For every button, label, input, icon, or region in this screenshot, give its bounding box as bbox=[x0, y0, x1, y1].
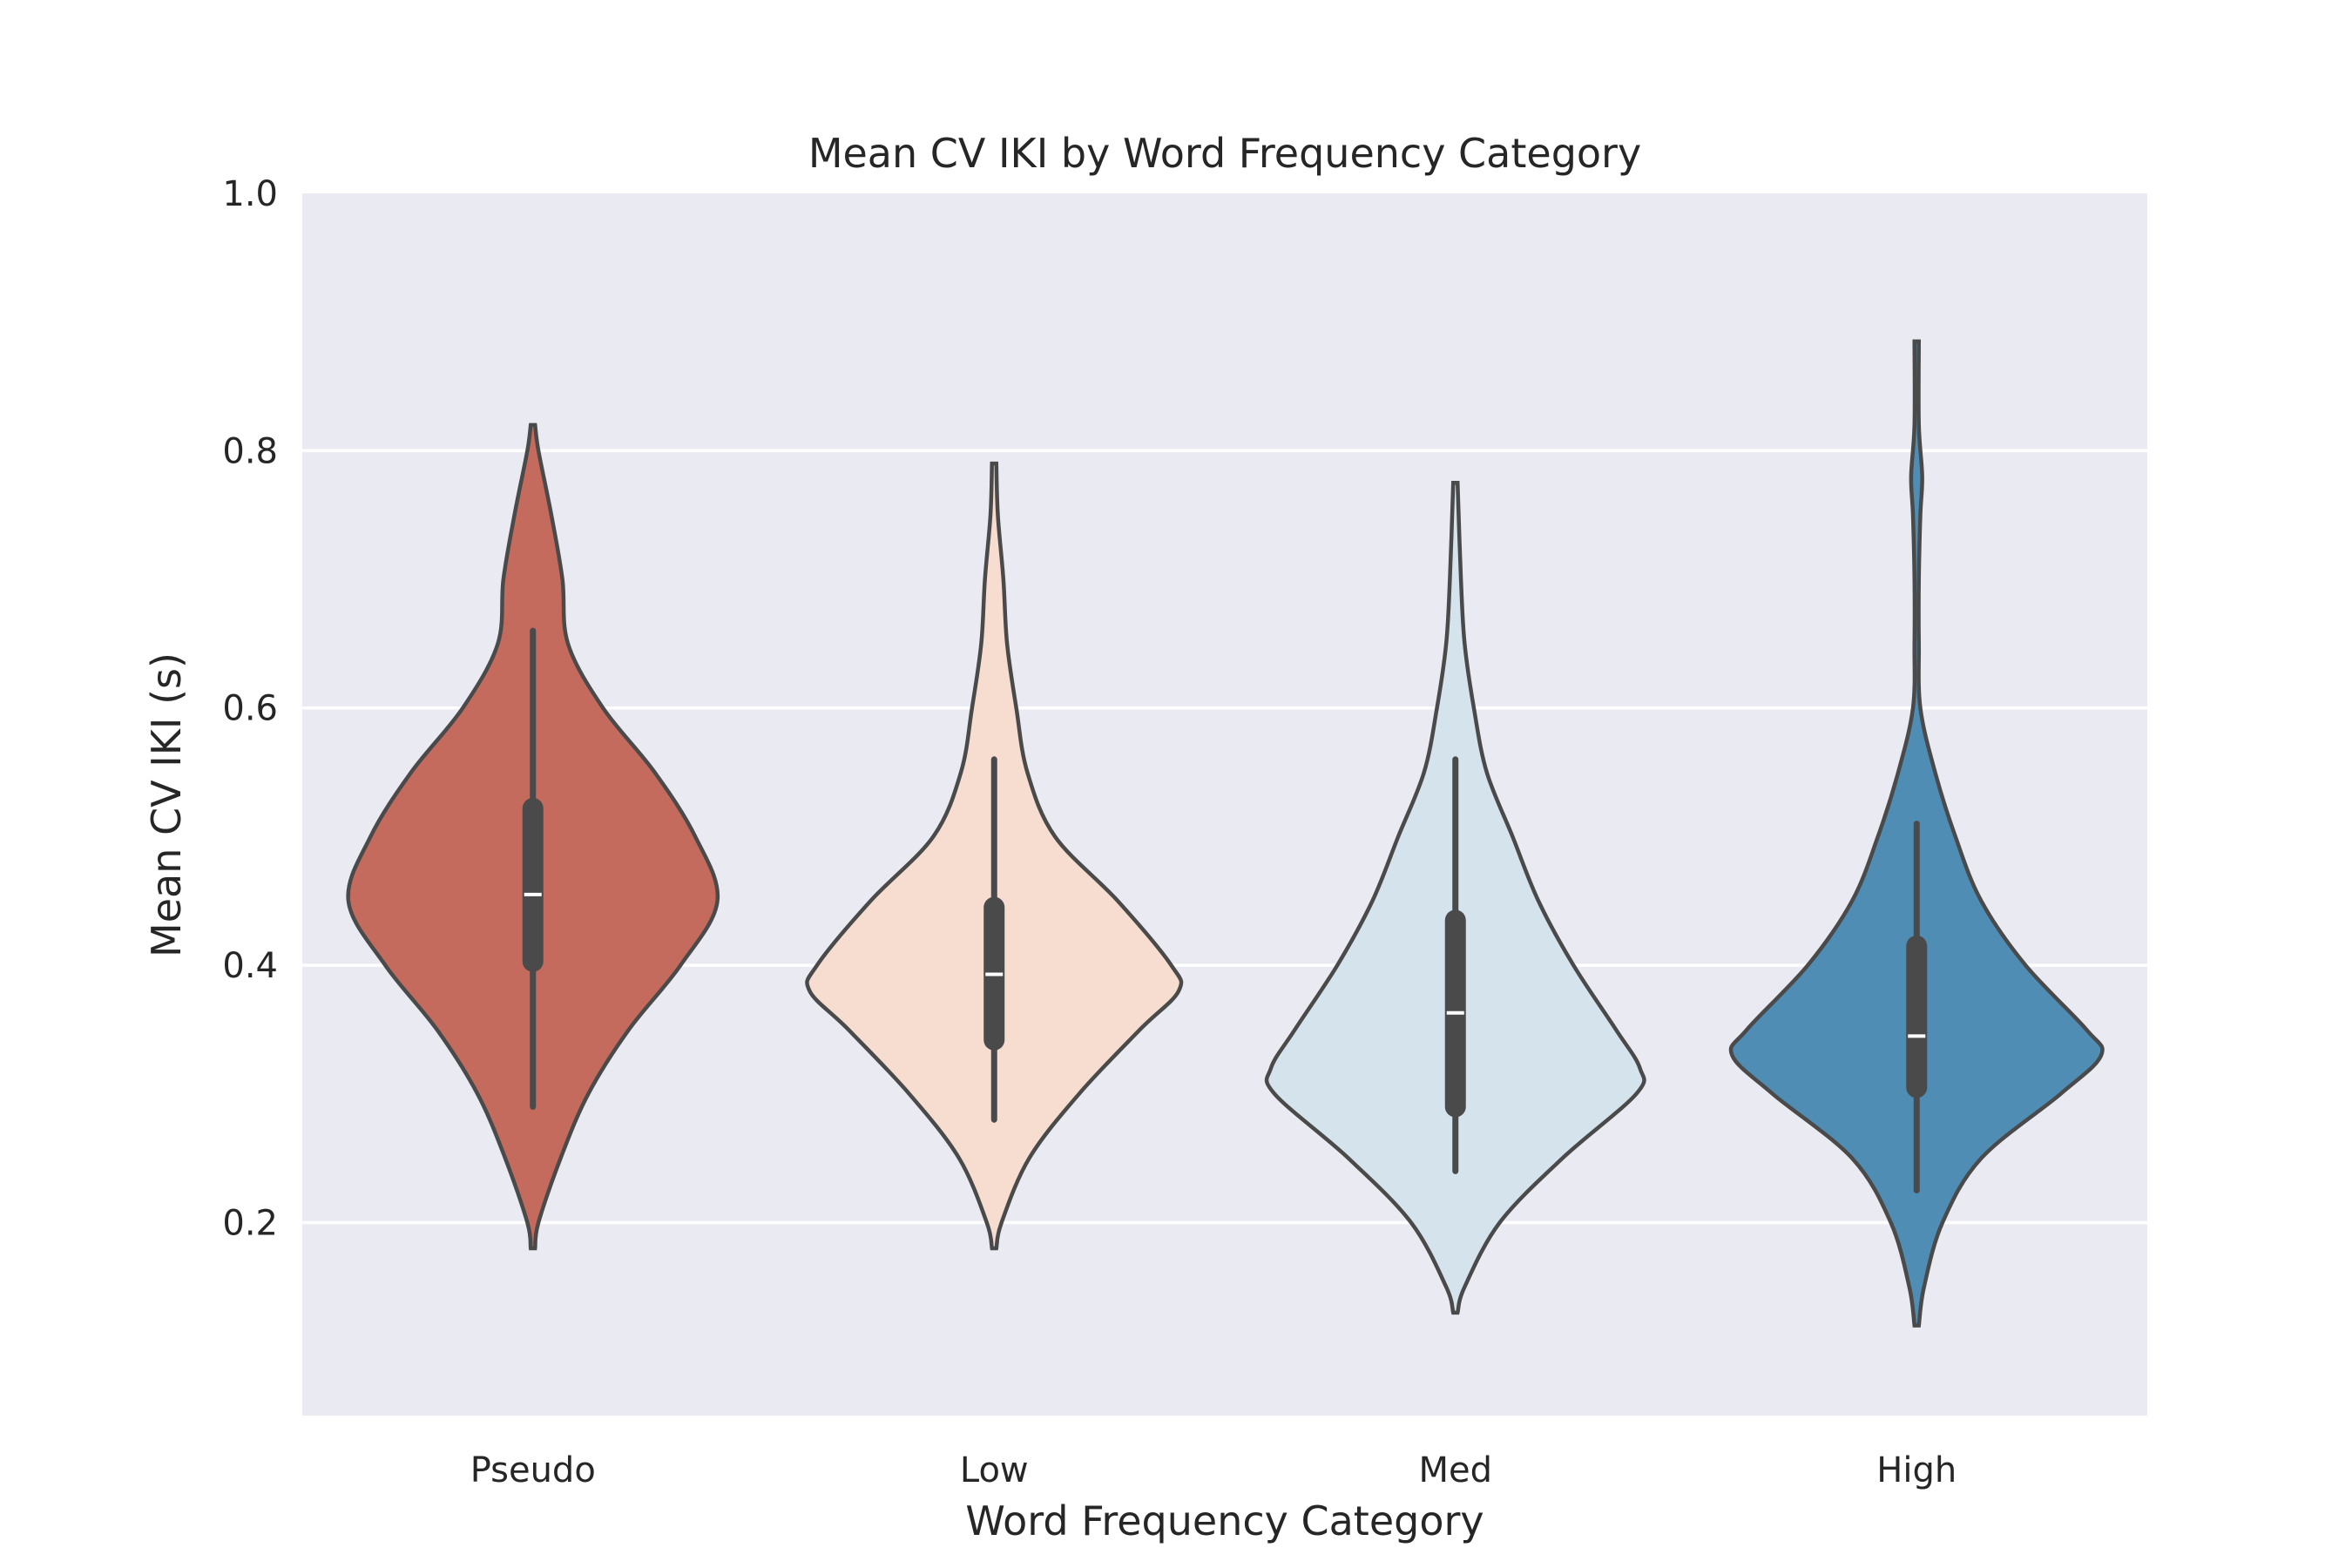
violin-pseudo bbox=[346, 422, 720, 1251]
violin-high bbox=[1728, 339, 2105, 1328]
x-tick-label: Pseudo bbox=[470, 1450, 596, 1490]
violin-layer bbox=[346, 339, 2105, 1328]
x-axis-label: Word Frequency Category bbox=[965, 1497, 1484, 1544]
y-tick-label: 0.2 bbox=[222, 1203, 278, 1243]
y-tick-label: 0.8 bbox=[222, 431, 278, 471]
tick-layer: 0.2 0.4 0.6 0.8 1.0 Pseudo Low Med High bbox=[222, 174, 1957, 1490]
x-tick-label: Low bbox=[960, 1450, 1029, 1490]
violin-low bbox=[805, 461, 1184, 1251]
x-tick-label: Med bbox=[1418, 1450, 1492, 1490]
chart-title: Mean CV IKI by Word Frequency Category bbox=[808, 130, 1641, 177]
y-tick-label: 0.4 bbox=[222, 946, 278, 986]
x-tick-label: High bbox=[1876, 1450, 1957, 1490]
y-axis-label: Mean CV IKI (s) bbox=[143, 652, 190, 957]
y-tick-label: 1.0 bbox=[222, 174, 278, 214]
y-tick-label: 0.6 bbox=[222, 689, 278, 729]
violin-med bbox=[1264, 481, 1646, 1315]
